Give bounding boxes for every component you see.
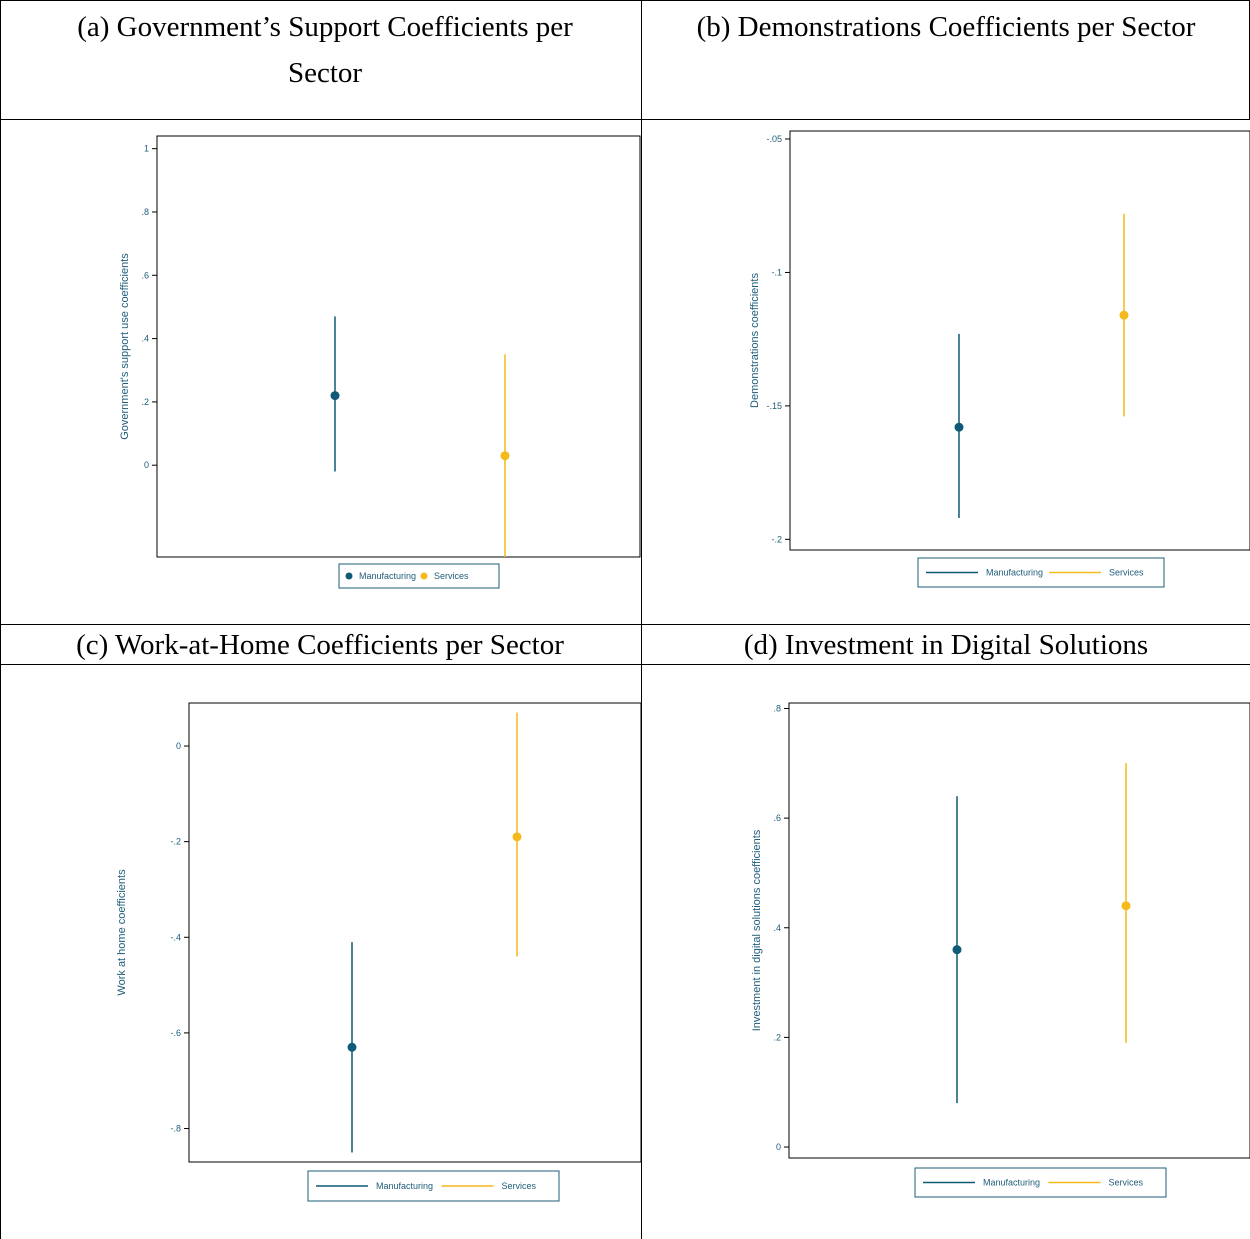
legend-label-manufacturing: Manufacturing: [359, 571, 416, 581]
legend-label-services: Services: [502, 1181, 537, 1191]
y-tick-label: 0: [776, 1142, 781, 1152]
y-tick-label: .2: [773, 1032, 781, 1042]
legend-label-services: Services: [1109, 568, 1144, 578]
table-divider-vertical: [641, 0, 642, 1239]
y-tick-label: .6: [141, 270, 149, 280]
y-tick-label: -.05: [766, 134, 782, 144]
estimate-point-services: [512, 832, 522, 842]
chart-panel-a: 0 .2 .4 .6 .8 1 Government's support use coeff…: [119, 135, 641, 589]
y-tick-label: .2: [141, 397, 149, 407]
plot-frame: [788, 702, 1250, 1159]
estimate-point-manufacturing: [347, 1042, 357, 1052]
panel-title-c: (c) Work-at-Home Coefficients per Sector: [76, 629, 564, 661]
table-divider-row-2: [0, 624, 1250, 625]
y-tick-label: .8: [141, 207, 149, 217]
panel-title-b: (b) Demonstrations Coefficients per Sect…: [696, 11, 1196, 43]
chart-panel-c: -.8 -.6 -.4 -.2 0 Work at home coefficients Ma…: [116, 702, 642, 1202]
legend-label-manufacturing: Manufacturing: [983, 1178, 1040, 1188]
y-tick-label: .8: [773, 703, 781, 713]
y-tick-label: 0: [176, 741, 181, 751]
y-tick-label: -.2: [170, 837, 181, 847]
chart-panel-b: -.2 -.15 -.1 -.05 Demonstrations coefficient…: [749, 130, 1250, 588]
y-tick-label: .4: [141, 334, 149, 344]
plot-frame: [789, 130, 1250, 551]
y-tick-label: -.2: [771, 534, 782, 544]
estimate-point-manufacturing: [954, 422, 964, 432]
y-tick-label: -.6: [170, 1028, 181, 1038]
y-tick-label: -.15: [766, 401, 782, 411]
plot-frame: [188, 702, 642, 1163]
y-axis-label: Investment in digital solutions coeffici…: [751, 829, 763, 1031]
estimate-point-manufacturing: [330, 391, 340, 401]
y-tick-label: .4: [773, 923, 781, 933]
y-tick-label: -.4: [170, 932, 181, 942]
legend-box: [338, 563, 500, 589]
table-divider-row-1: [0, 119, 1250, 120]
legend-label-services: Services: [434, 571, 469, 581]
y-axis-label: Demonstrations coefficients: [749, 273, 761, 408]
y-tick-label: -.1: [771, 267, 782, 277]
y-tick-label: .6: [773, 813, 781, 823]
chart-panel-d: 0 .2 .4 .6 .8 Investment in digital solutions…: [751, 702, 1250, 1198]
panel-title-a: (a) Government’s Support Coefficients pe…: [77, 11, 573, 89]
estimate-point-services: [1119, 310, 1129, 320]
legend-label-services: Services: [1109, 1178, 1144, 1188]
table-border-top: [0, 0, 1250, 1]
y-tick-label: 0: [144, 460, 149, 470]
y-tick-label: 1: [144, 144, 149, 154]
table-border-left: [0, 0, 1, 1239]
y-tick-label: -.8: [170, 1124, 181, 1134]
legend-label-manufacturing: Manufacturing: [986, 568, 1043, 578]
panel-title-d: (d) Investment in Digital Solutions: [743, 629, 1149, 661]
legend-marker-services: [420, 572, 428, 580]
estimate-point-services: [500, 451, 510, 461]
legend-marker-manufacturing: [345, 572, 353, 580]
estimate-point-services: [1121, 901, 1131, 911]
legend-label-manufacturing: Manufacturing: [376, 1181, 433, 1191]
y-axis-label: Government's support use coefficients: [119, 253, 131, 440]
y-axis-label: Work at home coefficients: [116, 869, 128, 996]
table-divider-row-3: [0, 664, 1250, 665]
plot-frame: [156, 135, 641, 558]
estimate-point-manufacturing: [952, 945, 962, 955]
